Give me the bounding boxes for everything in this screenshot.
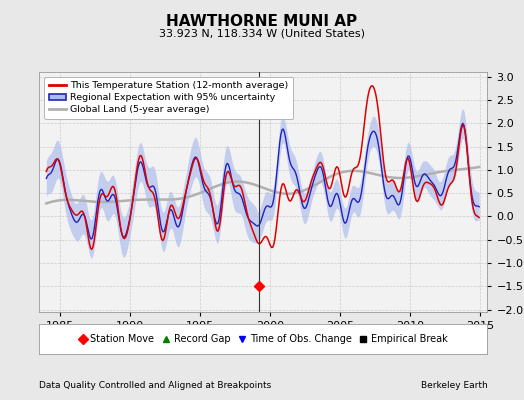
Text: 33.923 N, 118.334 W (United States): 33.923 N, 118.334 W (United States): [159, 29, 365, 39]
Text: Data Quality Controlled and Aligned at Breakpoints: Data Quality Controlled and Aligned at B…: [39, 381, 271, 390]
Legend: This Temperature Station (12-month average), Regional Expectation with 95% uncer: This Temperature Station (12-month avera…: [44, 77, 293, 119]
Text: Berkeley Earth: Berkeley Earth: [421, 381, 487, 390]
Text: HAWTHORNE MUNI AP: HAWTHORNE MUNI AP: [167, 14, 357, 29]
Legend: Station Move, Record Gap, Time of Obs. Change, Empirical Break: Station Move, Record Gap, Time of Obs. C…: [75, 330, 452, 348]
